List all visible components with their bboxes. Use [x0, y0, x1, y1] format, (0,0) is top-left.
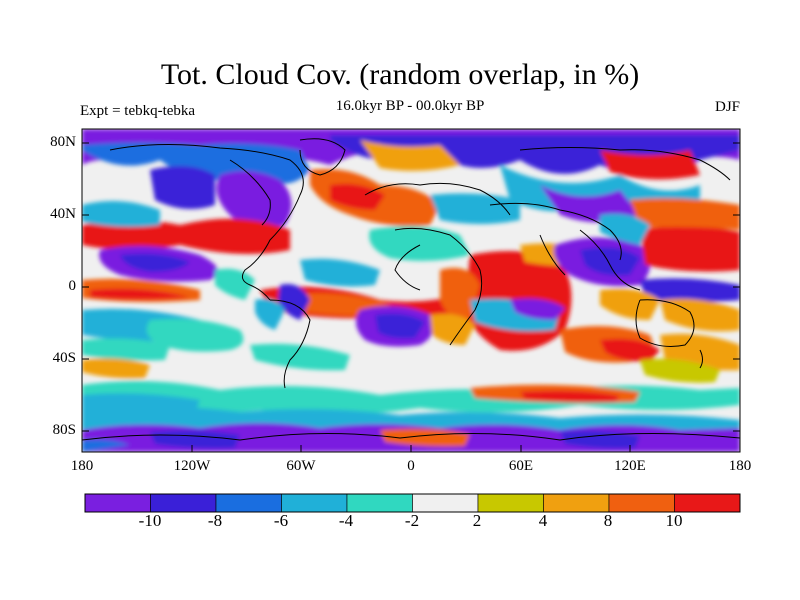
- time-period-subtitle: 16.0kyr BP - 00.0kyr BP: [335, 98, 485, 114]
- colorbar-label: -8: [207, 511, 223, 530]
- lon-label-60e: 60E: [508, 458, 534, 474]
- colorbar-label: 10: [665, 511, 683, 530]
- colorbar-swatch: [281, 493, 348, 513]
- colorbar: [84, 493, 741, 513]
- colorbar-label: -2: [404, 511, 420, 530]
- lon-label-120w: 120W: [173, 458, 211, 474]
- lon-label-60w: 60W: [286, 458, 316, 474]
- colorbar-label: -10: [138, 511, 162, 530]
- map-field: [82, 129, 740, 452]
- lon-label-180w: 180: [70, 458, 94, 474]
- colorbar-swatch: [412, 493, 479, 513]
- colorbar-swatch: [346, 493, 413, 513]
- colorbar-label: 8: [603, 511, 613, 530]
- colorbar-swatch: [674, 493, 741, 513]
- colorbar-label: -6: [273, 511, 289, 530]
- lat-label-40s: 40S: [52, 350, 76, 366]
- colorbar-swatch: [84, 493, 151, 513]
- lon-label-0: 0: [407, 458, 415, 474]
- lat-label-80s: 80S: [52, 422, 76, 438]
- lon-label-180e: 180: [728, 458, 752, 474]
- axis-ticks: [82, 142, 740, 452]
- lat-label-40n: 40N: [50, 206, 76, 222]
- lat-label-80n: 80N: [50, 134, 76, 150]
- colorbar-label: 2: [472, 511, 482, 530]
- colorbar-swatch: [477, 493, 544, 513]
- map-title: Tot. Cloud Cov. (random overlap, in %): [160, 58, 640, 91]
- colorbar-swatch: [543, 493, 610, 513]
- anomaly-field: [82, 129, 740, 452]
- colorbar-frame: [84, 493, 741, 513]
- experiment-label: Expt = tebkq-tebka: [80, 103, 196, 119]
- season-label: DJF: [714, 99, 740, 115]
- colorbar-swatch: [608, 493, 675, 513]
- colorbar-swatch: [150, 493, 217, 513]
- lat-label-0: 0: [68, 278, 77, 294]
- colorbar-label: 4: [538, 511, 548, 530]
- lon-label-120e: 120E: [614, 458, 646, 474]
- coastlines: [82, 138, 740, 441]
- colorbar-swatch: [215, 493, 282, 513]
- colorbar-label: -4: [338, 511, 354, 530]
